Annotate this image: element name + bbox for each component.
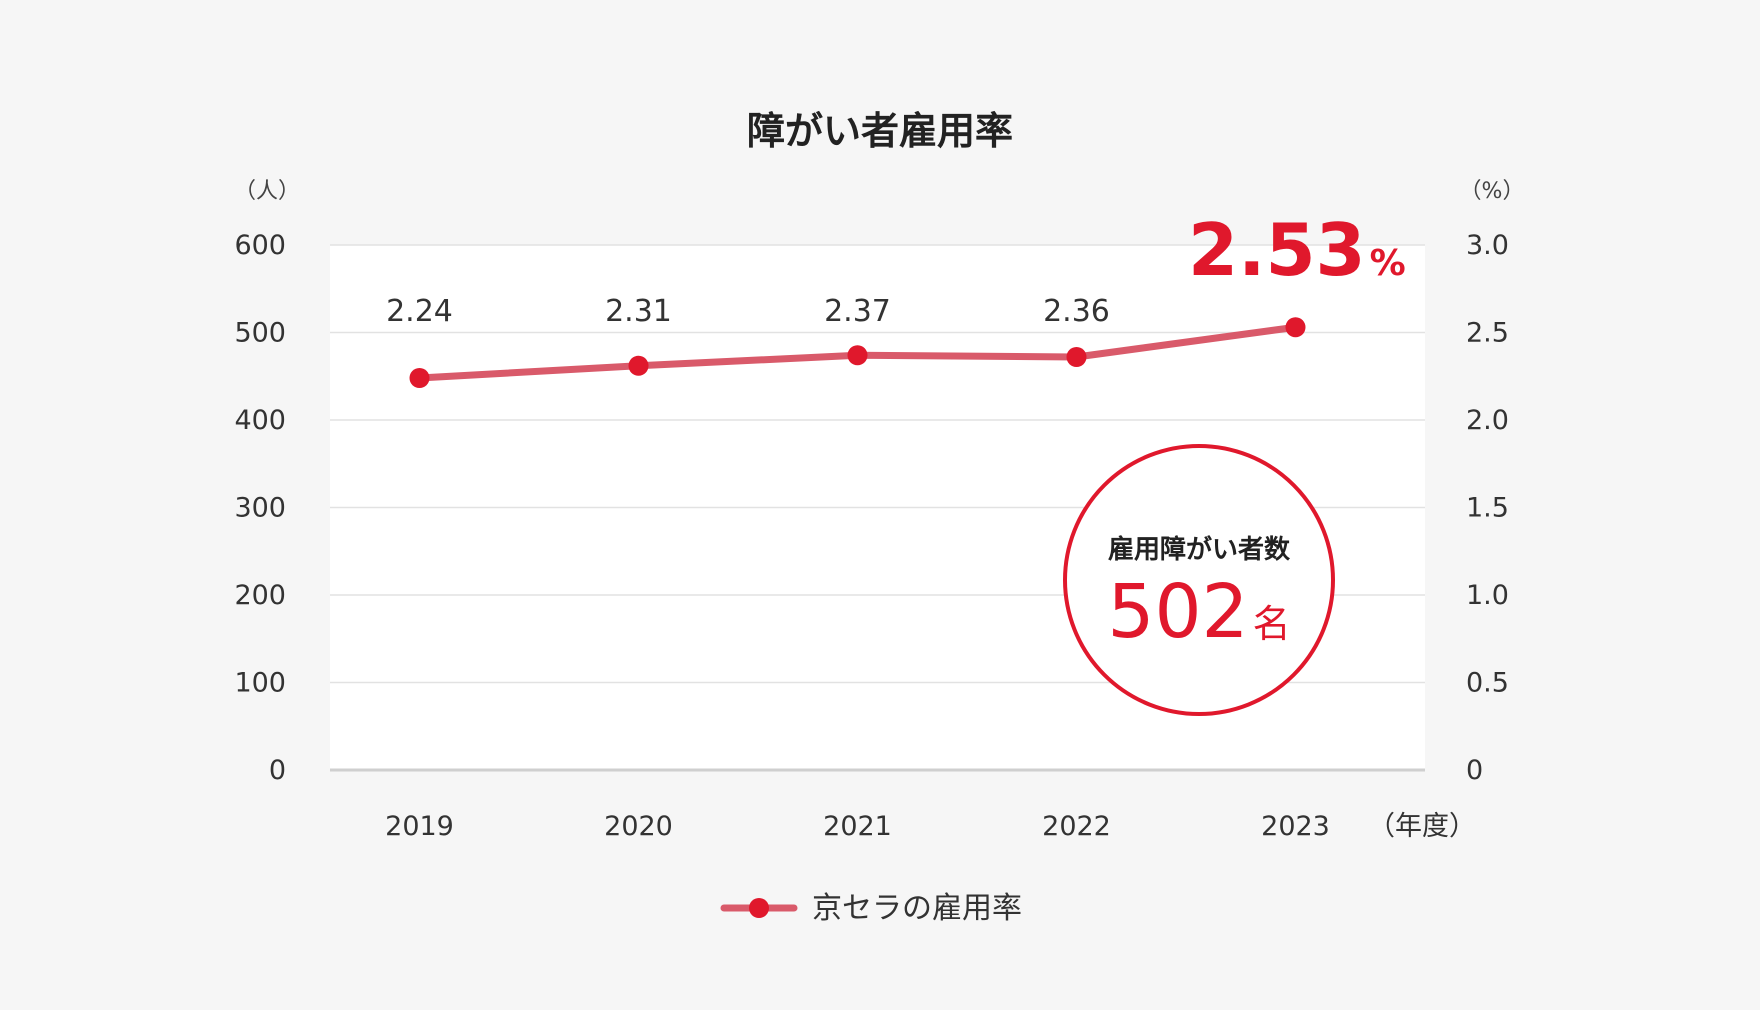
data-label: 2.31 [605, 294, 672, 329]
right-tick-label: 2.0 [1466, 405, 1509, 436]
badge-label: 雇用障がい者数 [1108, 534, 1291, 565]
legend-marker [749, 898, 769, 918]
left-tick-label: 600 [234, 230, 286, 261]
badge-number: 502 [1107, 569, 1248, 655]
x-tick-label: 2022 [1042, 811, 1111, 842]
x-axis: 2019 2020 2021 2022 2023 [385, 811, 1330, 842]
right-tick-label: 0.5 [1466, 668, 1509, 699]
data-label: 2.36 [1043, 294, 1110, 329]
data-point [409, 368, 430, 388]
left-axis: 600 500 400 300 200 100 0 [234, 230, 286, 786]
badge-unit: 名 [1253, 602, 1291, 646]
legend: 京セラの雇用率 [720, 891, 1022, 926]
legend-label: 京セラの雇用率 [812, 891, 1022, 926]
right-tick-label: 3.0 [1466, 230, 1509, 261]
highlight-value: 2.53% [1188, 208, 1406, 292]
x-tick-label: 2020 [604, 811, 673, 842]
data-label: 2.37 [824, 294, 891, 329]
x-tick-label: 2019 [385, 811, 454, 842]
left-tick-label: 400 [234, 405, 286, 436]
x-tick-label: 2021 [823, 811, 892, 842]
left-tick-label: 100 [234, 668, 286, 699]
badge-value: 502 名 [1107, 569, 1290, 655]
left-axis-unit: （人） [234, 179, 300, 204]
left-tick-label: 300 [234, 493, 286, 524]
highlight-number: 2.53 [1188, 208, 1366, 292]
chart-title: 障がい者雇用率 [747, 109, 1013, 153]
x-axis-unit: （年度） [1368, 811, 1476, 842]
series-layer: 2.24 2.31 2.37 2.36 [386, 294, 1306, 388]
data-point [1066, 347, 1087, 367]
data-label: 2.24 [386, 294, 453, 329]
right-tick-label: 2.5 [1466, 318, 1509, 349]
right-axis-unit: （%） [1460, 179, 1525, 204]
x-tick-label: 2023 [1261, 811, 1330, 842]
data-point [628, 355, 649, 376]
data-point [847, 345, 868, 366]
right-tick-label: 1.5 [1466, 493, 1509, 524]
highlight-unit: % [1370, 243, 1406, 284]
left-tick-label: 500 [234, 318, 286, 349]
right-tick-label: 0 [1466, 755, 1483, 786]
left-tick-label: 200 [234, 580, 286, 611]
right-tick-label: 1.0 [1466, 580, 1509, 611]
data-point [1285, 317, 1306, 338]
left-tick-label: 0 [269, 755, 286, 786]
employee-count-badge: 雇用障がい者数 502 名 [1063, 444, 1335, 716]
grid-lines [330, 244, 1425, 772]
right-axis: 3.0 2.5 2.0 1.5 1.0 0.5 0 [1466, 230, 1509, 786]
badge-circle [1063, 444, 1335, 716]
